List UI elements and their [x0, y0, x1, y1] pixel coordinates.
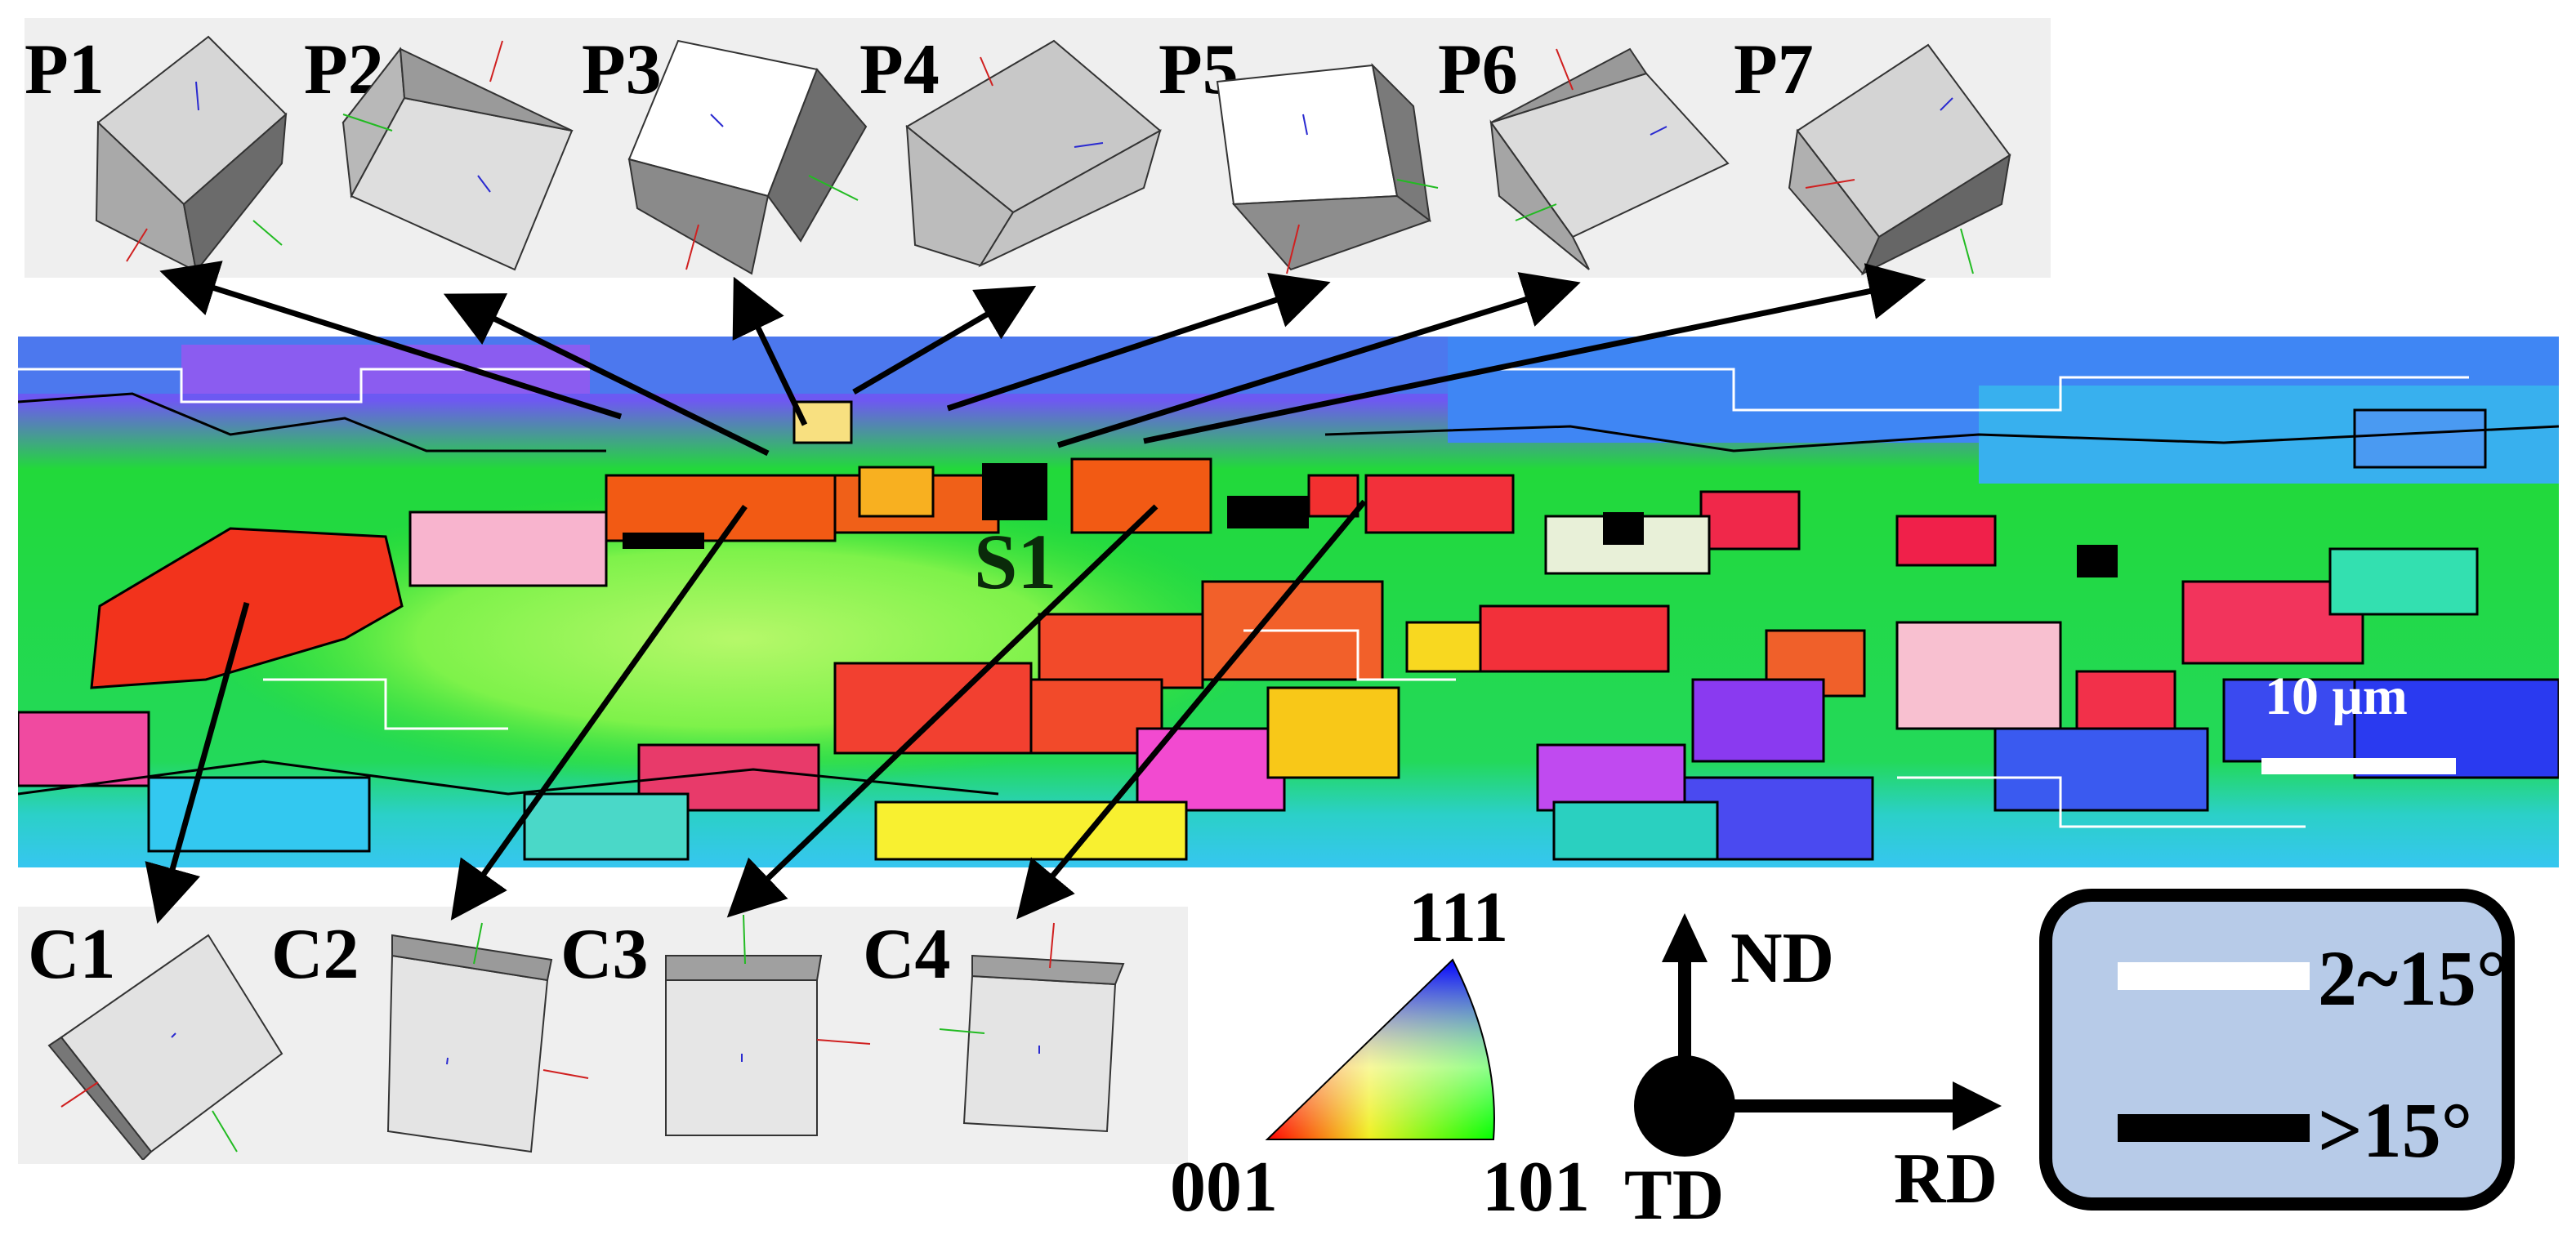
axis-label-td: TD	[1624, 1156, 1725, 1235]
scale-bar	[2261, 758, 2456, 774]
arrow-c4	[1016, 499, 1367, 920]
label-c3: C3	[560, 915, 649, 994]
legend-line-high-angle	[2118, 1114, 2310, 1142]
ipf-label-111: 111	[1409, 878, 1509, 957]
rd-arrowhead	[1953, 1081, 2002, 1130]
scale-bar-label: 10 μm	[2265, 667, 2408, 726]
cube-c3	[665, 915, 871, 1136]
cube-c4	[940, 922, 1125, 1133]
arrow-p1	[159, 261, 623, 420]
arrow-c3	[726, 504, 1159, 918]
cube-c1	[47, 934, 283, 1160]
label-p4: P4	[859, 30, 940, 109]
arrow-p5	[946, 272, 1331, 412]
label-p7: P7	[1734, 30, 1814, 109]
axis-label-rd: RD	[1894, 1139, 1998, 1219]
cube-p5	[1216, 63, 1439, 274]
boundary-legend: 2~15° >15°	[2039, 889, 2515, 1211]
arrow-p7	[1143, 263, 1926, 444]
cube-p2	[342, 40, 574, 271]
ipf-label-101: 101	[1482, 1148, 1590, 1227]
legend-label-high-angle: >15°	[2318, 1086, 2473, 1174]
label-c4: C4	[863, 915, 951, 994]
legend-line-low-angle	[2118, 962, 2310, 990]
cube-p7	[1788, 43, 2011, 276]
arrow-p6	[1056, 272, 1581, 448]
legend-label-low-angle: 2~15°	[2318, 934, 2508, 1022]
arrow-c2	[450, 504, 748, 921]
label-p1: P1	[25, 30, 105, 109]
td-dot	[1634, 1055, 1735, 1157]
arrow-p4	[852, 285, 1037, 395]
label-c2: C2	[271, 915, 359, 994]
arrow-p2	[443, 293, 770, 457]
label-s1: S1	[974, 518, 1057, 605]
cube-p3	[627, 39, 868, 275]
label-c1: C1	[28, 915, 116, 994]
label-p6: P6	[1438, 30, 1518, 109]
ipf-label-001: 001	[1170, 1148, 1278, 1227]
cube-p1	[95, 35, 288, 274]
axis-label-nd: ND	[1730, 919, 1835, 998]
cube-p4	[905, 39, 1162, 268]
label-p3: P3	[582, 30, 662, 109]
cube-p6	[1489, 47, 1730, 270]
ebsd-orientation-map	[18, 337, 2559, 867]
ipf-color-triangle	[1265, 958, 1495, 1140]
cube-c2	[386, 922, 589, 1153]
arrow-p3	[732, 276, 808, 426]
nd-arrowhead	[1662, 913, 1708, 962]
arrow-c1	[145, 602, 250, 924]
